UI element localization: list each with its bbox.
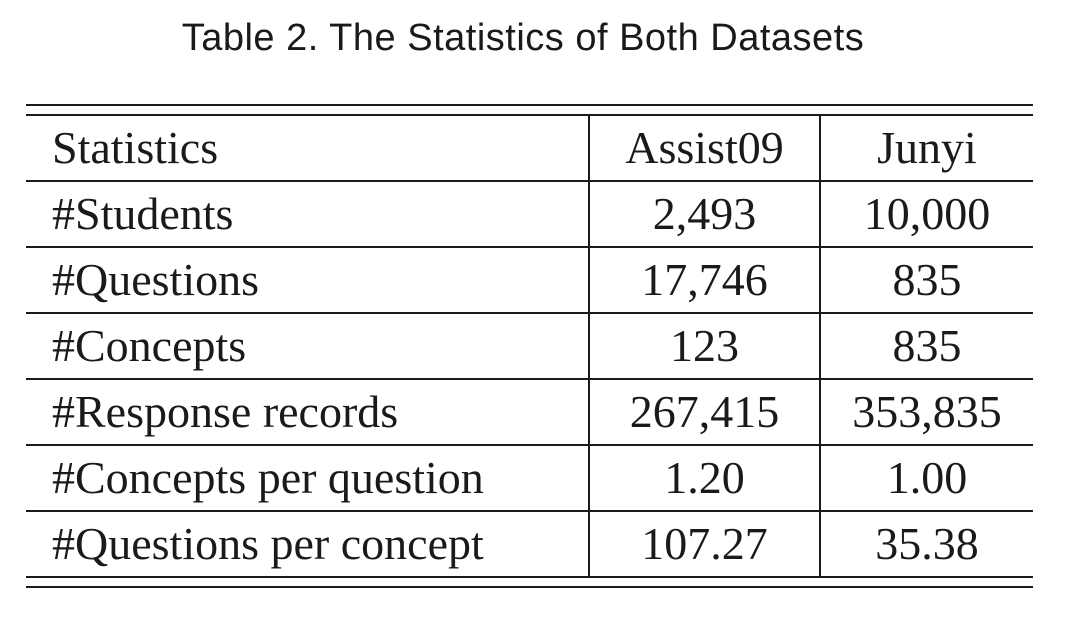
cell-junyi: 10,000 — [819, 180, 1033, 247]
cell-junyi: 353,835 — [819, 378, 1033, 445]
table-row: #Questions 17,746 835 — [26, 246, 1033, 313]
cell-assist09: 1.20 — [588, 444, 820, 511]
header-junyi: Junyi — [819, 114, 1033, 181]
row-label: #Concepts per question — [26, 444, 589, 511]
row-label: #Questions per concept — [26, 510, 589, 578]
row-label: #Response records — [26, 378, 589, 445]
cell-junyi: 835 — [819, 246, 1033, 313]
row-label: #Questions — [26, 246, 589, 313]
header-row: Statistics Assist09 Junyi — [26, 114, 1033, 181]
table-row: #Response records 267,415 353,835 — [26, 378, 1033, 445]
statistics-table: Statistics Assist09 Junyi #Students 2,49… — [26, 104, 1033, 588]
table-row: #Students 2,493 10,000 — [26, 180, 1033, 247]
stats-table: Statistics Assist09 Junyi #Students 2,49… — [26, 114, 1033, 578]
cell-assist09: 17,746 — [588, 246, 820, 313]
cell-junyi: 835 — [819, 312, 1033, 379]
cell-assist09: 267,415 — [588, 378, 820, 445]
table-caption: Table 2. The Statistics of Both Datasets — [181, 17, 865, 59]
cell-assist09: 107.27 — [588, 510, 820, 578]
cell-junyi: 1.00 — [819, 444, 1033, 511]
table-row: #Questions per concept 107.27 35.38 — [26, 510, 1033, 578]
cell-junyi: 35.38 — [819, 510, 1033, 578]
row-label: #Students — [26, 180, 589, 247]
bottom-rule — [26, 586, 1033, 588]
cell-assist09: 2,493 — [588, 180, 820, 247]
header-statistics: Statistics — [26, 114, 589, 181]
top-rule — [26, 104, 1033, 106]
cell-assist09: 123 — [588, 312, 820, 379]
table-row: #Concepts per question 1.20 1.00 — [26, 444, 1033, 511]
row-label: #Concepts — [26, 312, 589, 379]
header-assist09: Assist09 — [588, 114, 820, 181]
table-row: #Concepts 123 835 — [26, 312, 1033, 379]
